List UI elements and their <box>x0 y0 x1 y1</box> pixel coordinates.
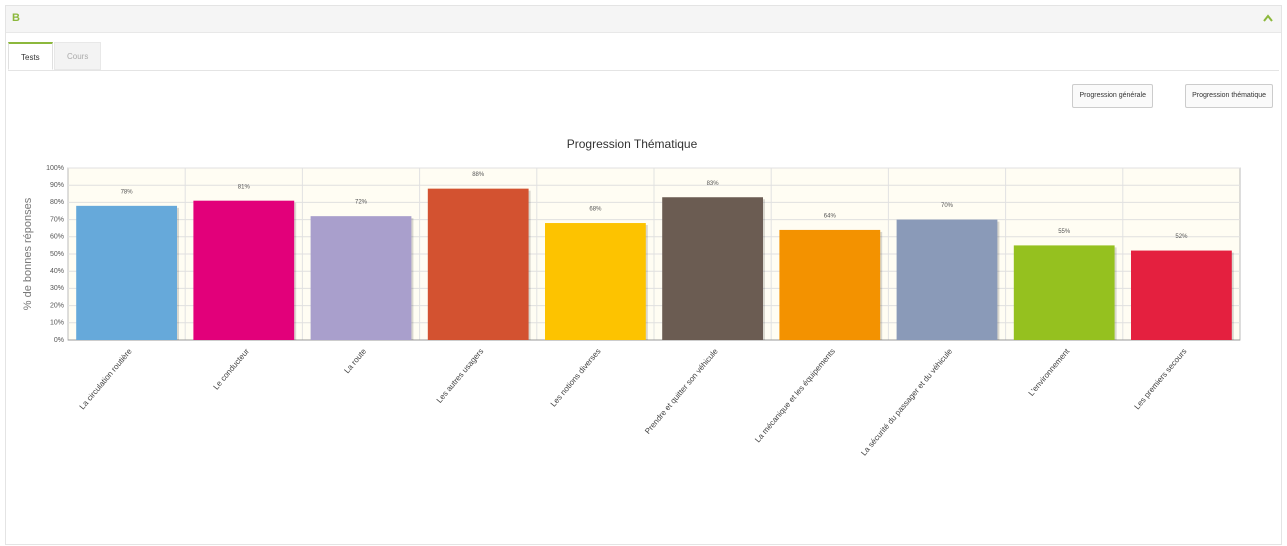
x-tick-label: Les notions diverses <box>549 347 603 409</box>
tab[interactable]: Tests <box>8 42 53 70</box>
y-tick-label: 40% <box>50 268 64 275</box>
y-tick-label: 70% <box>50 216 64 223</box>
bar <box>896 219 998 340</box>
panel-title: B <box>12 12 20 24</box>
panel-header[interactable]: B <box>6 6 1281 33</box>
bar <box>1131 250 1232 340</box>
data-label: 83% <box>707 181 720 187</box>
data-label: 52% <box>1175 234 1188 240</box>
button[interactable]: Progression générale <box>1072 84 1153 108</box>
y-tick-label: 80% <box>50 199 64 206</box>
data-label: 78% <box>121 189 134 195</box>
bar <box>310 216 412 340</box>
bar <box>427 188 529 340</box>
data-label: 55% <box>1058 229 1071 235</box>
y-tick-label: 90% <box>50 182 64 189</box>
bar <box>662 197 763 340</box>
x-tick-label: Prendre et quitter son véhicule <box>643 346 720 435</box>
chart-title: Progression Thématique <box>567 137 698 151</box>
bar <box>193 200 295 340</box>
x-tick-label: Le conducteur <box>211 347 251 392</box>
bar <box>1013 245 1115 340</box>
data-label: 81% <box>238 184 251 190</box>
data-label: 64% <box>824 213 837 219</box>
x-tick-label: La sécurité du passager et du véhicule <box>859 346 954 457</box>
x-tick-label: Les autres usagers <box>435 347 486 405</box>
y-tick-label: 0% <box>54 337 64 344</box>
y-tick-label: 20% <box>50 302 64 309</box>
collapse-icon[interactable] <box>1263 14 1273 22</box>
x-tick-label: La circulation routière <box>78 346 134 411</box>
y-tick-label: 10% <box>50 320 64 327</box>
y-tick-label: 30% <box>50 285 64 292</box>
bar <box>76 205 177 340</box>
bar <box>779 229 881 340</box>
data-label: 68% <box>589 207 602 213</box>
y-axis-label: % de bonnes réponses <box>22 197 34 310</box>
x-tick-label: La route <box>342 346 368 375</box>
tab[interactable]: Cours <box>54 42 102 70</box>
y-tick-label: 60% <box>50 234 64 241</box>
y-tick-label: 100% <box>46 165 64 172</box>
x-tick-label: La mécanique et les équipements <box>753 347 837 444</box>
tab-bar: Tests Cours <box>8 42 1279 71</box>
y-tick-label: 50% <box>50 251 64 258</box>
data-label: 88% <box>472 172 485 178</box>
x-tick-label: L'environnement <box>1027 346 1072 397</box>
bar <box>545 223 646 340</box>
data-label: 70% <box>941 203 954 209</box>
x-tick-label: Les premiers secours <box>1132 347 1188 411</box>
button[interactable]: Progression thématique <box>1185 84 1273 108</box>
data-label: 72% <box>355 200 368 206</box>
